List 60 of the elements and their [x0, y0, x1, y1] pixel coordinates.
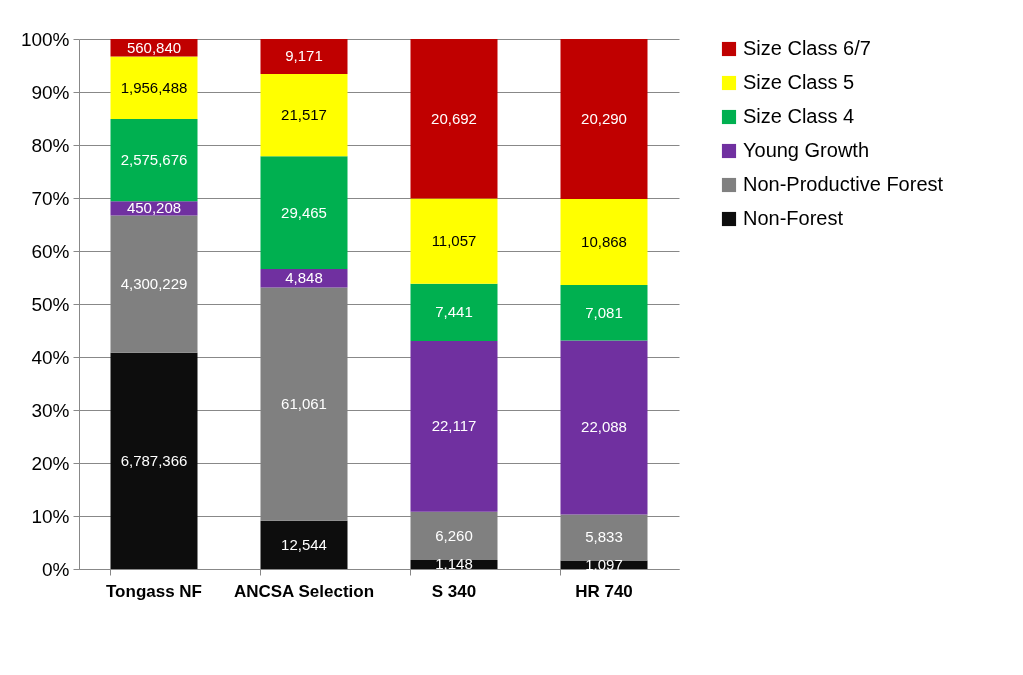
bar [560, 199, 648, 285]
legend-label: Young Growth [743, 139, 870, 161]
bar [560, 39, 648, 200]
legend-label: Non-Forest [743, 207, 844, 229]
annotation: 1,097 [585, 555, 623, 573]
legend-label: Size Class 4 [743, 105, 855, 127]
x-tick-label: ANCSA Selection [233, 581, 375, 601]
y-tick-label: 40% [31, 346, 70, 368]
annotation: 29,465 [281, 203, 327, 221]
y-tick-label: 90% [31, 81, 70, 103]
bar [260, 73, 348, 157]
bar [560, 284, 648, 341]
annotation: 6,260 [435, 526, 473, 544]
annotation: 4,300,229 [120, 275, 188, 293]
legend-label: Non-Productive Forest [743, 173, 944, 195]
annotation: 450,208 [126, 199, 182, 217]
y-tick-label: 80% [31, 134, 70, 156]
annotation: 1,956,488 [120, 78, 188, 96]
y-tick-label: 100% [20, 28, 70, 50]
annotation: 2,575,676 [120, 151, 188, 169]
annotation: 7,441 [435, 303, 473, 321]
y-tick-label: 30% [31, 399, 70, 421]
annotation: 20,692 [431, 109, 477, 127]
bar [110, 56, 198, 120]
x-tick-label: HR 740 [575, 581, 633, 601]
annotation: 10,868 [581, 232, 627, 250]
annotation: 7,081 [585, 303, 623, 321]
annotation: 21,517 [281, 106, 327, 124]
annotation: 6,787,366 [120, 451, 188, 469]
annotation: 11,057 [431, 232, 477, 250]
annotation: 22,117 [431, 417, 477, 435]
bar [560, 340, 648, 515]
annotation: 12,544 [281, 535, 327, 553]
annotation: 5,833 [585, 528, 623, 546]
x-tick-label: S 340 [431, 581, 477, 601]
bar [260, 39, 348, 74]
bar [110, 119, 198, 202]
annotation: 1,148 [435, 555, 473, 573]
legend-label: Size Class 6/7 [743, 37, 871, 59]
bar [410, 283, 498, 342]
y-tick-label: 60% [31, 240, 70, 262]
annotation: 9,171 [285, 47, 323, 65]
bar [410, 341, 498, 512]
bar [110, 352, 198, 569]
annotation: 4,848 [285, 269, 323, 287]
y-tick-label: 0% [42, 558, 70, 580]
annotation: 20,290 [581, 110, 627, 128]
y-tick-label: 50% [31, 293, 70, 315]
y-tick-label: 70% [31, 187, 70, 209]
x-tick-label: Tongass NF [105, 581, 203, 601]
y-tick-label: 20% [31, 452, 70, 474]
bar [260, 520, 348, 569]
annotation: 22,088 [581, 418, 627, 436]
bar [410, 198, 498, 284]
bar [260, 156, 348, 270]
annotation: 61,061 [281, 395, 327, 413]
annotation: 560,840 [126, 38, 182, 56]
bar [410, 39, 498, 199]
y-tick-label: 10% [31, 505, 70, 527]
legend-label: Size Class 5 [743, 71, 855, 93]
